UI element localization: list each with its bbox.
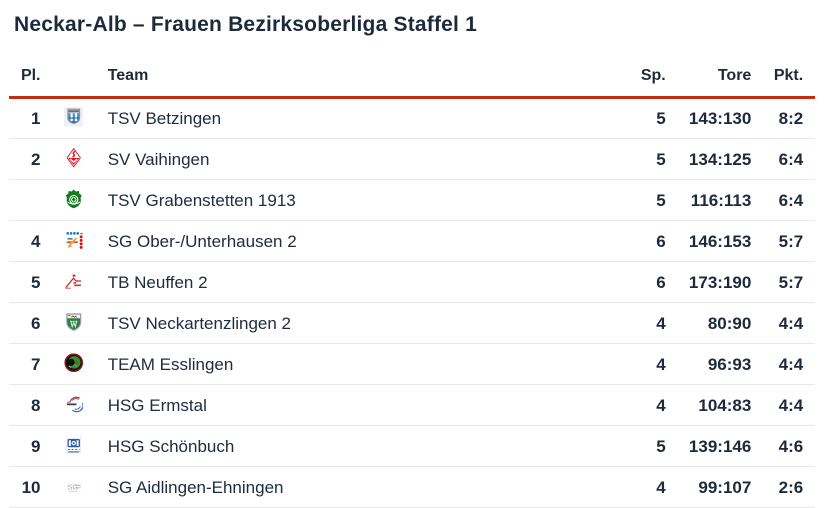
svg-text:SG: SG	[67, 482, 78, 491]
